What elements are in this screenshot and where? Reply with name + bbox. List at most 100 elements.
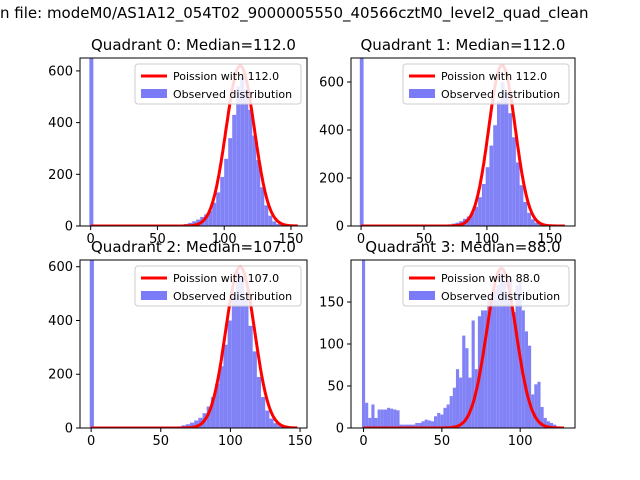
legend-label-poisson: Poission with 107.0	[173, 272, 279, 285]
histogram-bar	[490, 293, 494, 428]
y-tick-label: 150	[319, 296, 344, 311]
histogram-bar	[455, 369, 460, 428]
histogram-bar	[519, 185, 524, 226]
histogram-bar	[509, 278, 513, 428]
histogram-bar	[421, 421, 425, 428]
plot-area	[89, 58, 299, 226]
subplot-title: Quadrant 3: Median=88.0	[365, 238, 560, 256]
subplot-title: Quadrant 2: Median=107.0	[91, 238, 296, 256]
y-tick-label: 200	[48, 168, 73, 183]
legend-swatch-observed	[141, 89, 167, 98]
histogram-bar	[256, 160, 261, 226]
histogram-bar	[240, 277, 245, 428]
legend-label-observed: Observed distribution	[173, 88, 292, 101]
histogram-bar	[374, 417, 378, 428]
histogram-bar	[543, 417, 547, 428]
histogram-bar	[206, 406, 211, 428]
histogram-bar	[440, 414, 444, 428]
histogram-bar	[273, 423, 278, 428]
subplot-quadrant-0: 0 50 100 150 0 200 400 600 Quadrant 0: Median=11…	[48, 36, 308, 247]
histogram-bar	[248, 109, 253, 226]
histogram-bar	[489, 145, 494, 226]
histogram-bar	[235, 272, 241, 428]
histogram-bar	[512, 137, 516, 226]
histogram-bar	[244, 89, 249, 226]
histogram-bar	[424, 419, 428, 428]
x-tick-label: 50	[149, 232, 166, 247]
histogram-bar	[393, 409, 397, 428]
histogram-bar	[430, 421, 435, 428]
histogram-bar	[515, 285, 519, 428]
histogram-bar	[515, 162, 520, 226]
histogram-bar	[204, 214, 209, 226]
histogram-bar	[470, 212, 475, 226]
y-tick-label: 600	[48, 260, 73, 275]
axes-frame	[79, 259, 308, 429]
histogram-bar	[499, 272, 503, 428]
legend: Poission with 107.0 Observed distribution	[134, 265, 302, 307]
x-tick-label: 0	[87, 232, 95, 247]
histogram-bar	[264, 205, 269, 226]
histogram-bar	[478, 197, 482, 226]
histogram-bar	[512, 312, 516, 428]
legend-box	[134, 265, 302, 307]
histogram-bar	[223, 344, 228, 428]
histogram-bar	[485, 167, 490, 226]
histogram-bar	[383, 409, 388, 428]
x-tick-label: 50	[152, 434, 169, 449]
histogram-bar	[371, 404, 375, 428]
histogram-bar	[471, 320, 475, 428]
y-tick-label: 0	[336, 220, 344, 235]
histogram-bar	[390, 408, 394, 428]
legend-swatch-observed	[409, 291, 435, 300]
histogram-bar	[387, 407, 391, 428]
legend-label-observed: Observed distribution	[441, 88, 560, 101]
histogram-bar	[534, 222, 539, 226]
histogram-bar	[365, 402, 369, 428]
histogram-bar	[194, 420, 199, 428]
x-tick-label: 50	[416, 232, 433, 247]
histogram-bar	[227, 320, 232, 428]
legend-label-poisson: Poission with 112.0	[441, 70, 547, 83]
y-tick-label: 50	[327, 380, 344, 395]
plot-area	[361, 260, 565, 428]
histogram-bar	[540, 407, 544, 428]
y-tick-label: 200	[48, 368, 73, 383]
axes-frame	[350, 57, 576, 227]
x-tick-label: 0	[359, 434, 367, 449]
histogram-bar	[252, 135, 257, 226]
x-tick-label: 100	[474, 232, 499, 247]
x-tick-label: 50	[434, 434, 451, 449]
histogram-bar	[361, 260, 366, 428]
histogram-bar	[527, 212, 531, 226]
histogram-bar	[192, 221, 197, 226]
histogram-bar	[261, 397, 266, 428]
histogram-bar	[260, 187, 265, 226]
legend: Poission with 112.0 Observed distribution	[402, 63, 570, 105]
legend-box	[402, 63, 570, 105]
histogram-bar	[549, 422, 554, 428]
histogram-bar	[89, 260, 94, 428]
x-tick-label: 0	[87, 434, 95, 449]
histogram-bar	[437, 412, 441, 428]
histogram-bar	[399, 424, 403, 428]
x-tick-label: 0	[357, 232, 365, 247]
histogram-bar	[402, 424, 406, 428]
histogram-bar	[219, 366, 224, 428]
histogram-bar	[269, 418, 274, 428]
y-tick-label: 0	[65, 220, 73, 235]
y-tick-label: 400	[48, 314, 73, 329]
plot-area	[359, 58, 566, 226]
y-tick-label: 400	[48, 116, 73, 131]
histogram-bar	[462, 335, 466, 428]
y-tick-label: 600	[48, 64, 73, 79]
histogram-bar	[256, 376, 262, 428]
histogram-bar	[474, 369, 478, 428]
legend-box	[134, 63, 302, 105]
poisson-curve	[89, 64, 299, 226]
legend-swatch-observed	[141, 291, 167, 300]
histogram-bar	[236, 86, 241, 226]
histogram-bar	[534, 384, 538, 428]
histogram-bar	[215, 383, 220, 428]
histogram-bar	[487, 297, 491, 428]
